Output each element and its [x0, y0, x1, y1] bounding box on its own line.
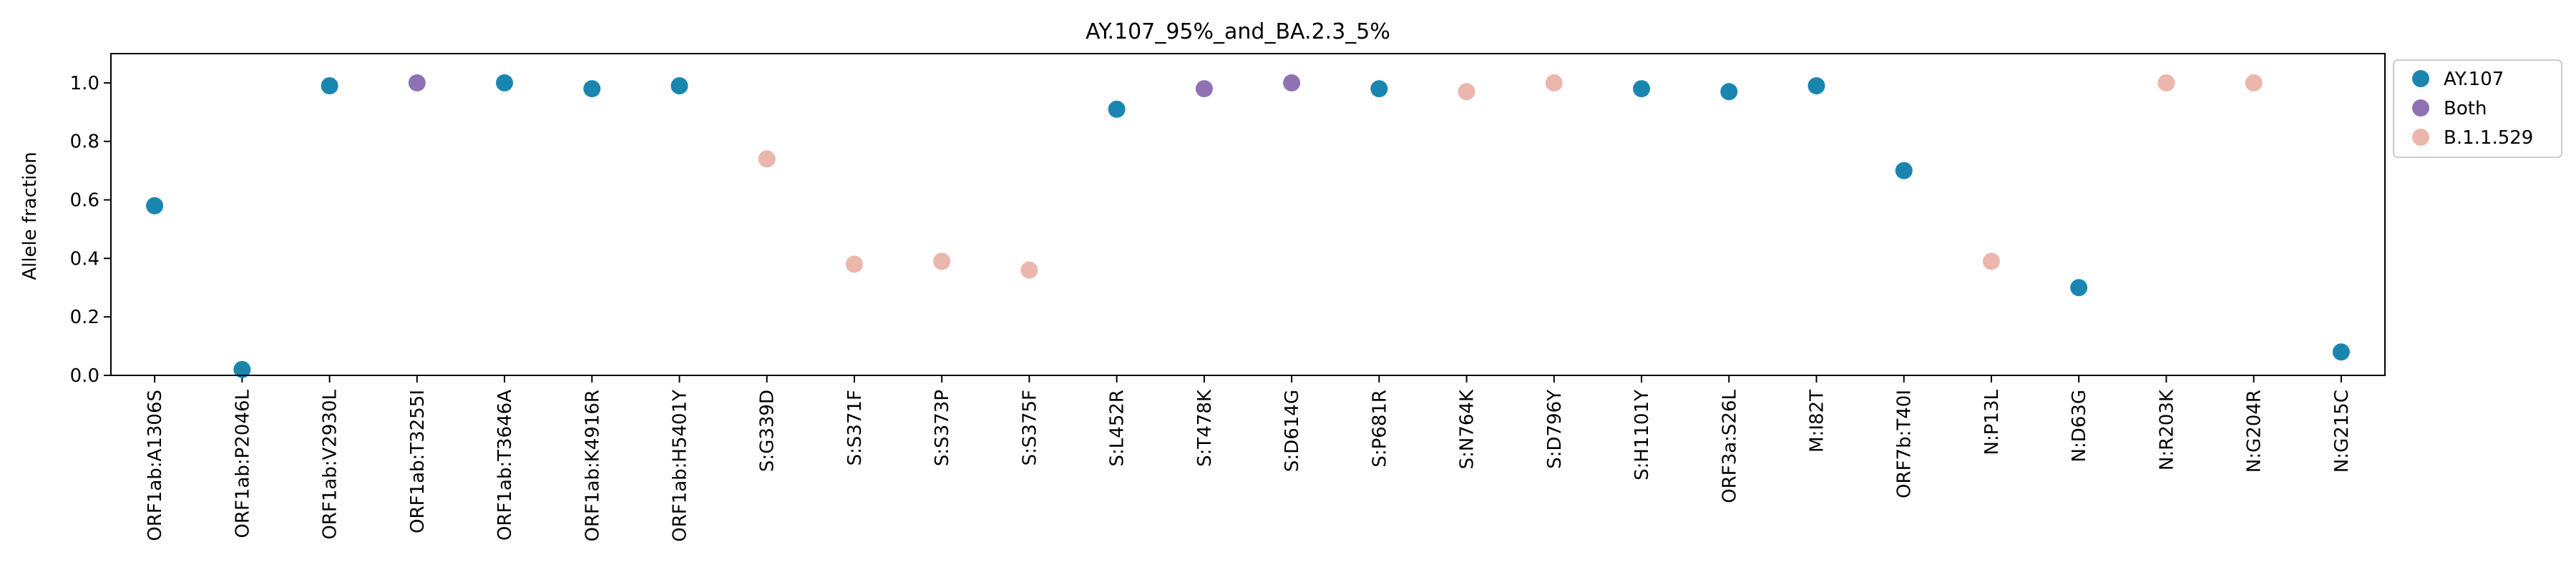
data-point [583, 80, 601, 98]
data-point [1370, 80, 1388, 98]
x-tick-label: ORF1ab:P2046L [232, 389, 253, 538]
x-tick-label: ORF1ab:V2930L [320, 389, 341, 539]
data-point [1283, 74, 1301, 92]
data-point [1195, 80, 1213, 98]
x-tick-label: ORF1ab:K4916R [582, 390, 603, 542]
data-point [1108, 100, 1126, 118]
x-tick-label: S:S373P [932, 390, 953, 466]
x-tick-label: M:I82T [1807, 390, 1828, 453]
x-tick-label: S:D614G [1282, 390, 1303, 472]
data-point [1807, 77, 1825, 94]
y-tick-label: 0.8 [70, 132, 99, 153]
x-tick-label: S:H1101Y [1631, 390, 1653, 480]
y-axis-label: Allele fraction [19, 152, 41, 280]
legend-marker [2412, 70, 2429, 87]
x-tick-label: N:D63G [2069, 390, 2090, 462]
plot-frame [110, 53, 2386, 376]
data-point [1458, 83, 1475, 101]
y-tick-label: 0.0 [70, 365, 99, 387]
data-point [1720, 83, 1738, 101]
y-axis: 0.0 0.2 0.4 0.6 0.8 1.0 [70, 73, 111, 387]
data-point [146, 197, 164, 214]
data-point [933, 252, 951, 270]
x-tick-label: N:G215C [2331, 390, 2353, 473]
data-point [2245, 74, 2263, 92]
legend-marker [2412, 99, 2429, 117]
x-tick-label: S:S371F [844, 390, 866, 465]
data-point [496, 74, 514, 92]
data-point [1545, 74, 1563, 92]
data-point [321, 77, 338, 94]
x-tick-label: ORF1ab:A1306S [145, 390, 166, 541]
x-tick-label: S:L452R [1107, 390, 1128, 466]
legend: AY.107 Both B.1.1.529 [2393, 59, 2562, 158]
data-point [1895, 162, 1913, 179]
y-tick-label: 1.0 [70, 73, 99, 94]
legend-box [2393, 59, 2562, 158]
y-tick-label: 0.6 [70, 190, 99, 212]
y-tick-label: 0.2 [70, 307, 99, 328]
x-tick-label: ORF1ab:T3255I [407, 390, 429, 533]
legend-label: AY.107 [2444, 69, 2504, 90]
x-tick-label: S:G339D [757, 390, 779, 472]
x-tick-label: N:G204R [2244, 390, 2265, 473]
data-point [758, 150, 776, 168]
x-tick-label: S:N764K [1457, 389, 1478, 469]
x-tick-label: ORF1ab:H5401Y [670, 390, 691, 542]
x-tick-label: ORF3a:S26L [1719, 389, 1740, 503]
x-tick-label: ORF1ab:T3646A [494, 390, 516, 541]
legend-label: B.1.1.529 [2444, 127, 2533, 149]
x-tick-label: S:S375F [1019, 390, 1040, 465]
data-point [2157, 74, 2175, 92]
x-tick-label: S:D796Y [1544, 390, 1566, 469]
x-tick-label: S:P681R [1369, 390, 1390, 468]
data-point [670, 77, 688, 94]
data-point [845, 255, 863, 273]
data-point [1633, 80, 1651, 98]
data-point [1020, 261, 1038, 279]
x-tick-label: ORF7b:T40I [1894, 390, 1916, 498]
chart-title: AY.107_95%_and_BA.2.3_5% [1085, 19, 1390, 44]
x-tick-label: N:R203K [2156, 389, 2177, 470]
data-point [233, 360, 251, 378]
legend-marker [2412, 129, 2429, 146]
data-point [1982, 252, 2000, 270]
data-point [2332, 343, 2350, 361]
data-point [2070, 279, 2088, 297]
y-tick-label: 0.4 [70, 248, 99, 270]
x-tick-label: S:T478K [1194, 389, 1216, 467]
x-tick-label: N:P13L [1981, 389, 2003, 455]
legend-label: Both [2444, 98, 2487, 119]
data-points [146, 74, 2350, 378]
x-axis: ORF1ab:A1306S ORF1ab:P2046L ORF1ab:V2930L O… [145, 375, 2353, 542]
data-point [408, 74, 426, 92]
